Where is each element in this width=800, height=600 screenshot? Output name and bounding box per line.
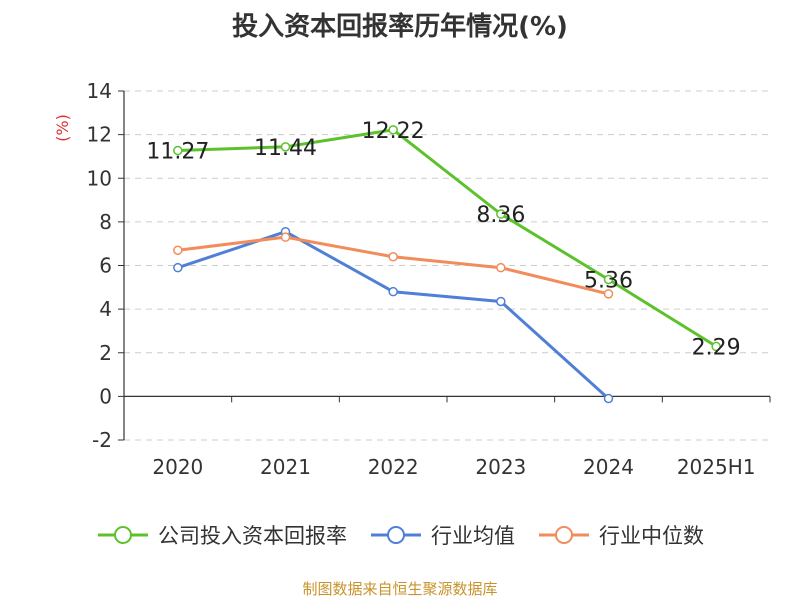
legend-swatch-icon xyxy=(98,526,148,544)
legend-swatch-icon xyxy=(539,526,589,544)
legend: 公司投入资本回报率 行业均值 行业中位数 xyxy=(0,520,800,550)
data-point xyxy=(603,289,614,299)
data-point xyxy=(388,252,398,262)
legend-label: 公司投入资本回报率 xyxy=(158,524,347,548)
data-label: 8.36 xyxy=(476,203,525,228)
data-label: 11.44 xyxy=(254,136,317,161)
data-point xyxy=(603,274,614,285)
data-point xyxy=(603,393,614,404)
data-label: 11.27 xyxy=(146,140,209,165)
data-label: 2.29 xyxy=(692,335,741,360)
legend-item[interactable]: 行业中位数 xyxy=(537,520,704,550)
data-point xyxy=(173,245,183,255)
x-tick-label: 2024 xyxy=(583,455,634,479)
x-tick-label: 2022 xyxy=(368,455,419,479)
data-point xyxy=(711,341,721,352)
y-tick-label: 8 xyxy=(99,210,112,234)
data-point xyxy=(496,296,506,307)
y-tick-label: -2 xyxy=(92,428,112,452)
legend-swatch-icon xyxy=(371,526,421,544)
data-point xyxy=(388,286,398,297)
data-point xyxy=(173,145,183,156)
legend-item[interactable]: 公司投入资本回报率 xyxy=(96,520,347,550)
legend-label: 行业均值 xyxy=(431,524,515,548)
legend-label: 行业中位数 xyxy=(599,524,704,548)
y-tick-label: 12 xyxy=(87,123,112,147)
data-point xyxy=(496,209,506,219)
y-tick-label: 0 xyxy=(99,384,112,408)
legend-item[interactable]: 行业均值 xyxy=(369,520,515,550)
y-tick-label: 6 xyxy=(99,254,112,278)
y-tick-label: 4 xyxy=(99,297,112,321)
data-point xyxy=(496,262,506,273)
x-tick-label: 2025H1 xyxy=(677,455,756,479)
y-tick-label: 14 xyxy=(87,79,112,103)
data-label: 12.22 xyxy=(362,119,425,144)
x-tick-label: 2023 xyxy=(475,455,526,479)
chart-title: 投入资本回报率历年情况(%) xyxy=(232,12,568,42)
y-tick-label: 10 xyxy=(87,166,112,190)
y-axis-label: (%) xyxy=(53,114,72,142)
series-line-0 xyxy=(177,128,717,348)
data-point xyxy=(173,262,183,273)
data-point xyxy=(280,232,291,242)
x-tick-label: 2021 xyxy=(260,455,311,479)
y-tick-label: 2 xyxy=(99,341,112,365)
data-point xyxy=(388,125,398,135)
x-tick-label: 2020 xyxy=(152,455,203,479)
source-note: 制图数据来自恒生聚源数据库 xyxy=(302,580,498,598)
data-point xyxy=(280,142,291,152)
